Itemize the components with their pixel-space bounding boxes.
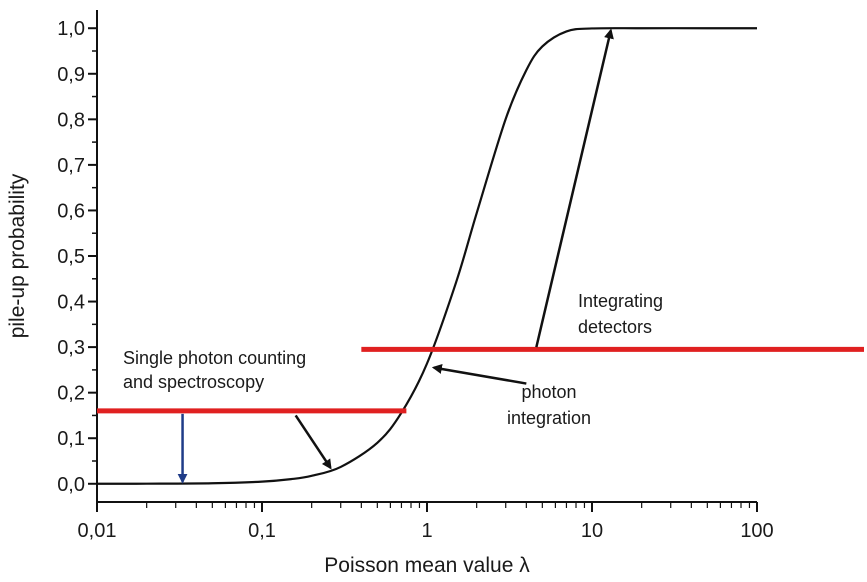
annotations: Single photon counting and spectroscopy In… — [123, 291, 663, 428]
annotation-single-photon-counting: Single photon counting and spectroscopy — [123, 348, 306, 392]
annotation-line: integration — [507, 408, 591, 428]
annotation-line: Single photon counting — [123, 348, 306, 368]
annotation-arrow — [431, 364, 527, 385]
y-tick-label: 0,1 — [57, 428, 85, 450]
annotation-photon-integration: photon integration — [507, 382, 591, 428]
annotation-arrows — [177, 28, 614, 484]
series-line — [96, 27, 757, 485]
series-layer — [96, 27, 757, 485]
y-axis-title: pile-up probability — [6, 173, 29, 338]
axes — [96, 10, 757, 503]
annotation-arrow — [535, 28, 614, 348]
y-tick-label: 0,4 — [57, 292, 85, 314]
y-tick-label: 0,0 — [57, 474, 85, 496]
y-tick-label: 0,6 — [57, 200, 85, 222]
x-tick-label: 100 — [740, 520, 773, 542]
x-tick-label: 0,01 — [78, 520, 117, 542]
y-tick-label: 0,3 — [57, 337, 85, 359]
y-tick-label: 0,2 — [57, 383, 85, 405]
x-tick-labels: 0,01 0,1 1 10 100 — [78, 520, 774, 542]
major-ticks — [88, 27, 758, 512]
x-tick-label: 0,1 — [248, 520, 276, 542]
annotation-line: and spectroscopy — [123, 372, 264, 392]
y-tick-labels: 0,0 0,1 0,2 0,3 0,4 0,5 0,6 0,7 0,8 0,9 1,0 — [57, 18, 85, 496]
y-tick-label: 0,5 — [57, 246, 85, 268]
minor-ticks — [92, 50, 751, 508]
annotation-arrow — [294, 414, 332, 470]
reference-lines — [97, 346, 864, 414]
annotation-line: detectors — [578, 317, 652, 337]
y-tick-label: 1,0 — [57, 18, 85, 40]
y-tick-label: 0,9 — [57, 64, 85, 86]
x-axis-title: Poisson mean value λ — [324, 554, 530, 577]
x-tick-label: 1 — [421, 520, 432, 542]
y-tick-label: 0,8 — [57, 109, 85, 131]
annotation-line: photon — [521, 382, 576, 402]
annotation-integrating-detectors: Integrating detectors — [578, 291, 663, 337]
x-tick-label: 10 — [581, 520, 603, 542]
y-tick-label: 0,7 — [57, 155, 85, 177]
annotation-line: Integrating — [578, 291, 663, 311]
